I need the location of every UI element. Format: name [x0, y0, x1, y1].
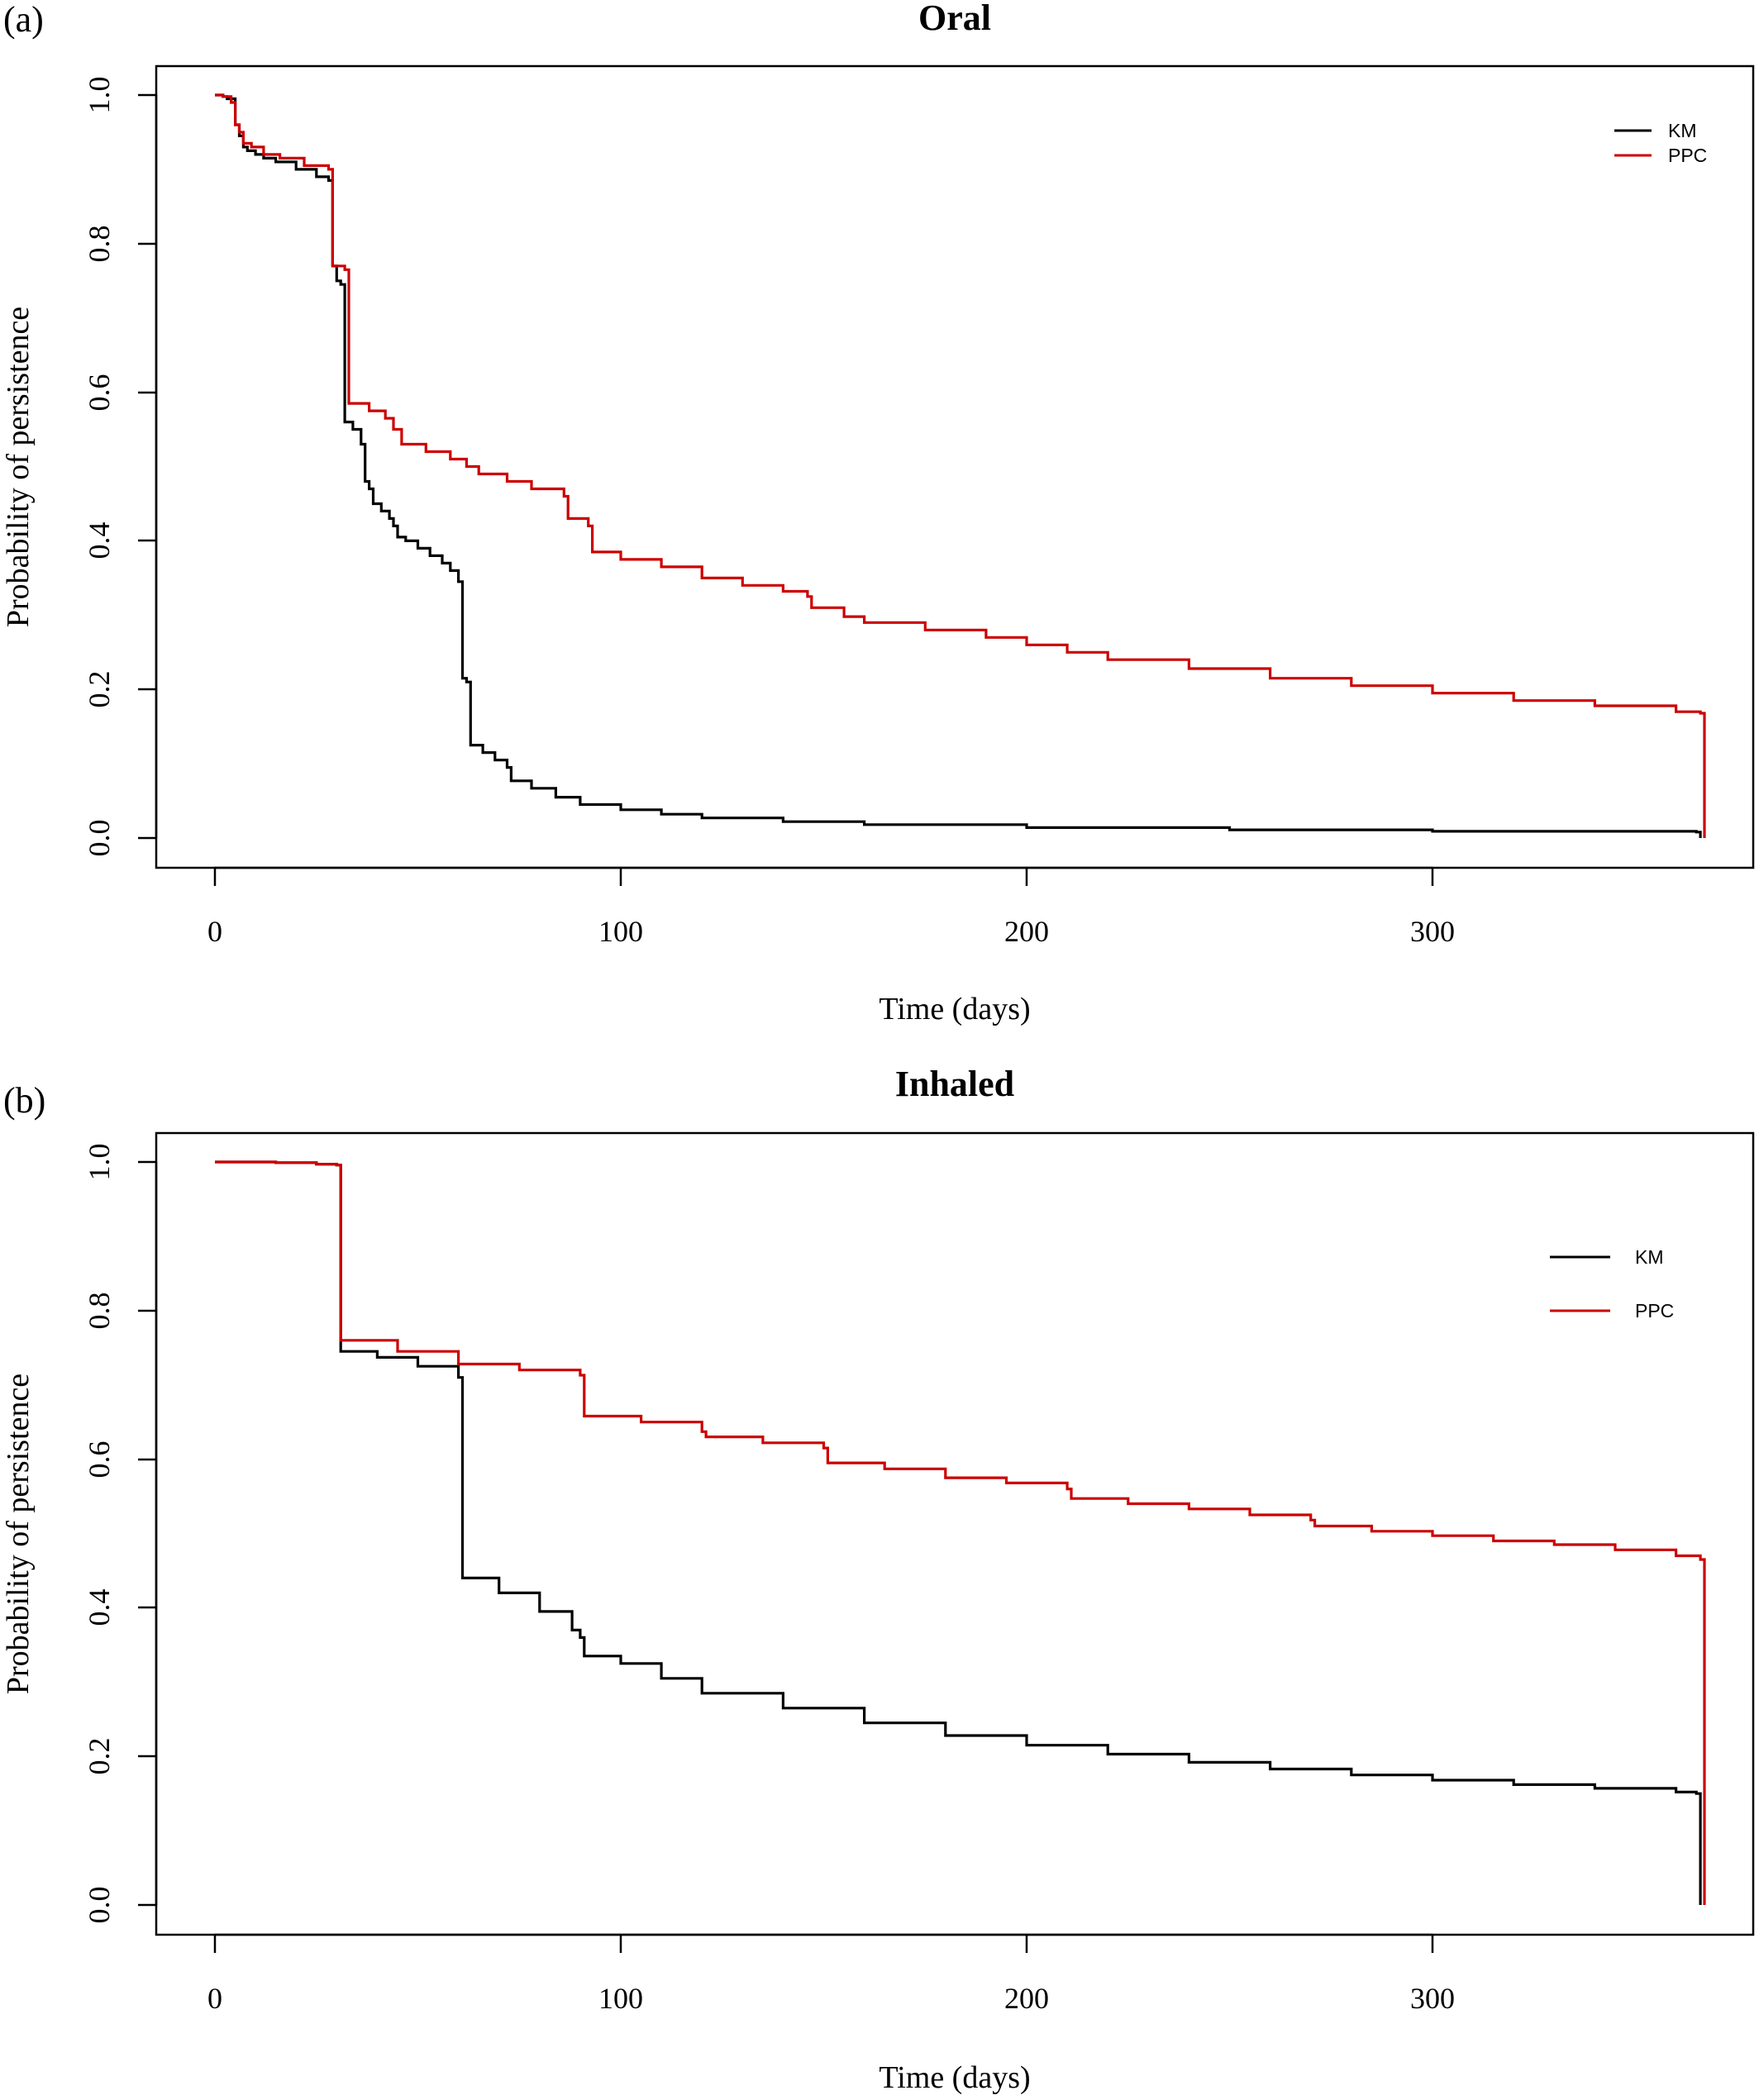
- panel-b: (b) Inhaled 0.0 0.2 0.4 0.6 0.8 1.0 Prob…: [1, 1064, 1755, 2095]
- panel-b-x-tick-label-0: 0: [207, 1982, 222, 2015]
- panel-b-y-axis: 0.0 0.2 0.4 0.6 0.8 1.0 Probability of p…: [1, 1144, 158, 1924]
- panel-a-legend-km-label: KM: [1668, 120, 1697, 141]
- panel-a-y-tick-label-3: 0.6: [83, 374, 116, 412]
- panel-b-title: Inhaled: [895, 1064, 1014, 1104]
- panel-a-y-tick-label-2: 0.4: [83, 522, 116, 560]
- panel-a-legend: KM PPC: [1614, 120, 1707, 166]
- panel-b-x-tick-label-3: 300: [1410, 1982, 1455, 2015]
- panel-a-y-tick-label-0: 0.0: [83, 820, 116, 857]
- panel-b-series-ppc-line: [215, 1160, 1706, 1905]
- panel-b-plot-frame: [155, 1131, 1755, 1936]
- panel-b-y-tick-label-0: 0.0: [83, 1887, 116, 1924]
- panel-a-x-tick-label-2: 200: [1004, 915, 1049, 948]
- panel-a-series-ppc-line: [215, 93, 1706, 838]
- panel-b-y-tick-label-5: 1.0: [83, 1144, 116, 1181]
- panel-a-y-tick-label-5: 1.0: [83, 77, 116, 114]
- panel-a-plot-frame: [155, 64, 1755, 869]
- panel-b-y-tick-label-4: 0.8: [83, 1293, 116, 1330]
- panel-b-y-tick-label-2: 0.4: [83, 1589, 116, 1626]
- panel-b-x-axis: 0 100 200 300 Time (days): [207, 1933, 1455, 2095]
- panel-b-x-axis-label: Time (days): [879, 2060, 1030, 2095]
- panel-b-x-tick-label-1: 100: [598, 1982, 643, 2015]
- panel-b-series-group: [215, 1160, 1706, 1905]
- panel-b-y-tick-label-1: 0.2: [83, 1738, 116, 1775]
- panel-a-legend-ppc-label: PPC: [1668, 145, 1707, 166]
- panel-b-y-tick-label-3: 0.6: [83, 1441, 116, 1479]
- panel-a-title: Oral: [918, 0, 991, 38]
- panel-b-label: (b): [3, 1080, 45, 1121]
- panel-a-y-axis-label: Probability of persistence: [1, 307, 36, 627]
- panel-b-y-axis-label: Probability of persistence: [1, 1374, 36, 1694]
- panel-a-y-tick-label-4: 0.8: [83, 226, 116, 263]
- panel-a-y-axis: 0.0 0.2 0.4 0.6 0.8 1.0 Probability of p…: [1, 77, 158, 857]
- panel-b-legend-ppc-label: PPC: [1635, 1300, 1674, 1321]
- panel-a-series-km-line: [215, 93, 1702, 838]
- panel-a-x-axis-label: Time (days): [879, 992, 1030, 1026]
- panel-a-series-group: [215, 93, 1706, 838]
- panel-a-x-axis: 0 100 200 300 Time (days): [207, 866, 1455, 1026]
- panel-a-x-tick-label-0: 0: [207, 915, 222, 948]
- panel-a-x-tick-label-3: 300: [1410, 915, 1455, 948]
- panel-a-label: (a): [3, 0, 44, 40]
- panel-b-legend: KM PPC: [1550, 1246, 1674, 1321]
- panel-a-y-tick-label-1: 0.2: [83, 671, 116, 708]
- panel-b-legend-km-label: KM: [1635, 1246, 1664, 1268]
- panel-a: (a) Oral 0.0 0.2 0.4 0.6 0.8 1.0 Probabi…: [1, 0, 1755, 1026]
- panel-b-series-km-line: [215, 1160, 1702, 1905]
- panel-b-x-tick-label-2: 200: [1004, 1982, 1049, 2015]
- panel-a-x-tick-label-1: 100: [598, 915, 643, 948]
